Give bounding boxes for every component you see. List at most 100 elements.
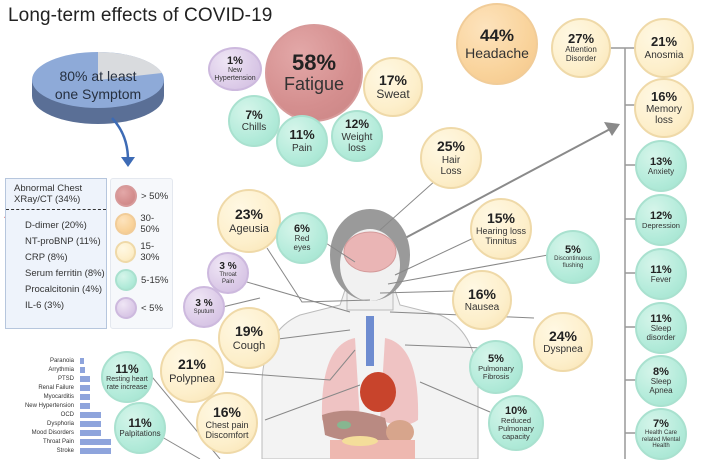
bubble-sleep-disorder: 11% Sleep disorder xyxy=(635,302,687,354)
bubble-label: Chills xyxy=(241,122,267,134)
bubble-label: related Mental xyxy=(641,436,681,443)
bar xyxy=(80,384,90,391)
bar-row: Mood Disorders xyxy=(0,428,101,437)
bubble-percent: 3 % xyxy=(195,298,213,310)
bubble-label: Hair xyxy=(441,154,461,166)
bar-row: PTSD xyxy=(0,374,90,383)
bubble-label: eyes xyxy=(293,243,311,253)
bubble-percent: 21% xyxy=(177,356,207,373)
lab-markers-box: Abnormal Chest XRay/CT (34%) D-dimer (20… xyxy=(5,178,107,329)
bubble-percent: 24% xyxy=(548,327,578,344)
legend-item: > 50% xyxy=(115,185,168,207)
bubble-label: Pain xyxy=(221,278,234,285)
bubble-label: loss xyxy=(348,142,366,154)
bubble-fever: 11% Fever xyxy=(635,248,687,300)
legend-swatch-icon xyxy=(115,269,137,291)
bar xyxy=(80,393,90,400)
lab-header: Abnormal Chest XRay/CT (34%) xyxy=(6,179,106,210)
bubble-memory-loss: 16% Memory loss xyxy=(634,78,694,138)
bubble-resting-heart-rate: 11% Resting heart rate increase xyxy=(101,351,153,403)
bubble-percent: 7% xyxy=(653,418,669,431)
bubble-polypnea: 21% Polypnea xyxy=(160,339,224,403)
bar-row: Throat Pain xyxy=(0,437,111,446)
bubble-hearing-loss: 15% Hearing loss Tinnitus xyxy=(470,198,532,260)
bubble-label: capacity xyxy=(502,432,530,442)
bar-label: Arrythmia xyxy=(48,366,74,373)
bubble-label: Memory xyxy=(645,104,683,116)
bubble-label: Nausea xyxy=(464,302,500,314)
legend-item: 15-30% xyxy=(115,241,172,263)
bubble-label: New xyxy=(227,67,242,75)
bubble-sweat: 17% Sweat xyxy=(363,57,423,117)
bubble-percent: 11% xyxy=(128,416,152,430)
bubble-label: Discomfort xyxy=(205,429,249,440)
bubble-percent: 16% xyxy=(650,88,678,104)
legend-swatch-icon xyxy=(115,185,137,207)
bubble-label: disorder xyxy=(646,333,676,343)
bubble-label: Pain xyxy=(291,142,312,154)
bar-row: Arrythmia xyxy=(0,365,85,374)
bubble-label: flushing xyxy=(562,263,584,270)
bubble-percent: 44% xyxy=(479,25,515,45)
bubble-sputum: 3 % Sputum xyxy=(183,286,225,328)
bar xyxy=(80,402,90,409)
bubble-label: Sputum xyxy=(193,309,215,316)
bubble-percent: 3 % xyxy=(219,260,237,272)
bubble-reduced-pulmonary-capacity: 10% Reduced Pulmonary capacity xyxy=(488,395,544,451)
bubble-percent: 19% xyxy=(234,323,264,340)
bubble-percent: 16% xyxy=(212,404,242,421)
bubble-percent: 5% xyxy=(565,244,581,257)
bubble-percent: 11% xyxy=(650,263,672,276)
bubble-ageusia: 23% Ageusia xyxy=(217,189,281,253)
bar-row: OCD xyxy=(0,410,101,419)
bubble-label: Weight xyxy=(341,131,373,143)
bubble-percent: 25% xyxy=(436,138,466,155)
legend-swatch-icon xyxy=(115,241,137,263)
legend-item: 30-50% xyxy=(115,213,172,235)
bar-label: Mood Disorders xyxy=(31,429,74,436)
legend-swatch-icon xyxy=(115,213,137,235)
bubble-percent: 11% xyxy=(289,127,315,143)
bubble-label: Depression xyxy=(642,220,680,230)
bubble-percent: 11% xyxy=(650,313,672,326)
legend-label: > 50% xyxy=(141,190,169,202)
bubble-fatigue: 58% Fatigue xyxy=(265,24,363,122)
legend-item: < 5% xyxy=(115,297,163,319)
bar-row: Dysphoria xyxy=(0,419,101,428)
pie-label-line2: one Symptom xyxy=(54,85,142,102)
bubble-percent: 12% xyxy=(344,117,370,132)
bubble-label: Resting heart xyxy=(106,375,148,383)
bar-label: Paranoia xyxy=(49,357,74,364)
bubble-weight-loss: 12% Weight loss xyxy=(331,110,383,162)
bar-label: Throat Pain xyxy=(42,438,74,445)
bubble-depression: 12% Depression xyxy=(635,194,687,246)
lab-item: Procalcitonin (4%) xyxy=(25,284,103,295)
bubble-percent: 16% xyxy=(467,285,497,302)
bubble-label: Dyspnea xyxy=(543,344,583,356)
bar-row: Paranoia xyxy=(0,356,84,365)
bar xyxy=(80,447,111,454)
bubble-percent: 6% xyxy=(294,223,310,236)
legend: > 50% 30-50% 15-30% 5-15% < 5% xyxy=(110,178,173,329)
bubble-nausea: 16% Nausea xyxy=(452,270,512,330)
bubble-attention-disorder: 27% Attention Disorder xyxy=(551,18,611,78)
bar-row: Myocarditis xyxy=(0,392,90,401)
bubble-throat-pain: 3 % Throat Pain xyxy=(207,252,249,294)
pie-label-line1: 80% at least xyxy=(59,68,137,84)
lab-header-line2: XRay/CT (34%) xyxy=(14,194,81,206)
bubble-label: Health Care xyxy=(644,430,677,437)
legend-item: 5-15% xyxy=(115,269,168,291)
bar xyxy=(80,411,101,418)
lab-header-line1: Abnormal Chest xyxy=(14,183,83,194)
bar xyxy=(80,438,111,445)
lab-item: Serum ferritin (8%) xyxy=(25,268,105,279)
bubble-palpitations: 11% Palpitations xyxy=(114,402,166,454)
bubble-percent: 7% xyxy=(245,107,263,122)
bubble-label: Fibrosis xyxy=(482,372,510,382)
bubble-anosmia: 21% Anosmia xyxy=(634,18,694,78)
bubble-label: Red xyxy=(294,234,310,244)
figure-title: Long-term effects of COVID-19 xyxy=(8,5,273,26)
bubble-hair-loss: 25% Hair Loss xyxy=(420,127,482,189)
bubble-label: Chest pain xyxy=(205,419,249,430)
bubble-percent: 21% xyxy=(650,34,678,50)
